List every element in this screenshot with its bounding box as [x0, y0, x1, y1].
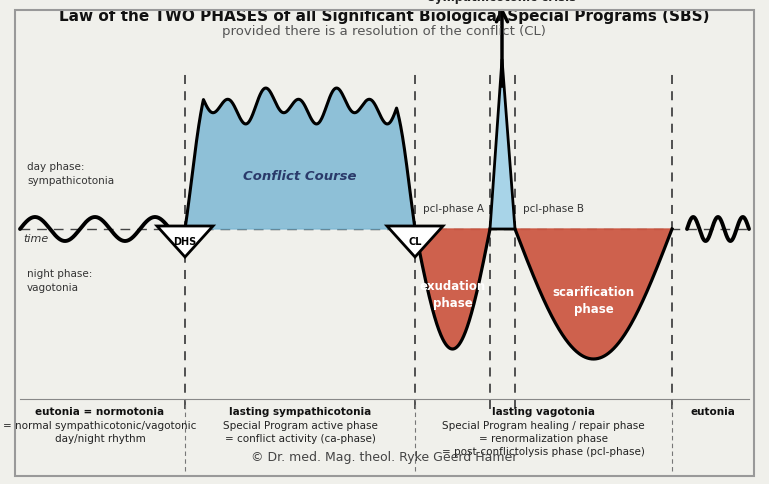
Polygon shape — [185, 88, 415, 229]
Text: Special Program active phase
= conflict activity (ca-phase): Special Program active phase = conflict … — [222, 421, 378, 444]
Text: day phase:
sympathicotonia: day phase: sympathicotonia — [27, 163, 114, 185]
Text: Conflict Course: Conflict Course — [243, 170, 357, 183]
Text: CL: CL — [408, 237, 421, 247]
Text: lasting sympathicotonia: lasting sympathicotonia — [229, 407, 371, 417]
Text: Special Program healing / repair phase
= renormalization phase
= post-conflictol: Special Program healing / repair phase =… — [442, 421, 645, 457]
Text: night phase:
vagotonia: night phase: vagotonia — [27, 270, 92, 293]
Polygon shape — [387, 226, 443, 257]
Text: © Dr. med. Mag. theol. Ryke Geerd Hamer: © Dr. med. Mag. theol. Ryke Geerd Hamer — [251, 452, 518, 465]
Text: lasting vagotonia: lasting vagotonia — [492, 407, 595, 417]
Polygon shape — [157, 226, 213, 257]
Polygon shape — [490, 59, 515, 229]
Text: eutonia = normotonia: eutonia = normotonia — [35, 407, 165, 417]
Text: sympathicotonic crisis: sympathicotonic crisis — [428, 0, 576, 4]
Text: DHS: DHS — [173, 237, 197, 247]
Text: provided there is a resolution of the conflict (CL): provided there is a resolution of the co… — [222, 26, 546, 39]
Text: pcl-phase B: pcl-phase B — [523, 204, 584, 214]
Polygon shape — [515, 229, 672, 359]
Text: Law of the TWO PHASES of all Significant Biological Special Programs (SBS): Law of the TWO PHASES of all Significant… — [58, 9, 709, 24]
Text: = normal sympathicotonic/vagotonic
day/night rhythm: = normal sympathicotonic/vagotonic day/n… — [3, 421, 197, 444]
Text: pcl-phase A: pcl-phase A — [423, 204, 484, 214]
Text: exudation
phase: exudation phase — [419, 280, 486, 310]
Polygon shape — [415, 229, 490, 349]
Text: eutonia: eutonia — [691, 407, 735, 417]
Text: scarification
phase: scarification phase — [552, 286, 634, 316]
Text: time: time — [23, 234, 48, 244]
